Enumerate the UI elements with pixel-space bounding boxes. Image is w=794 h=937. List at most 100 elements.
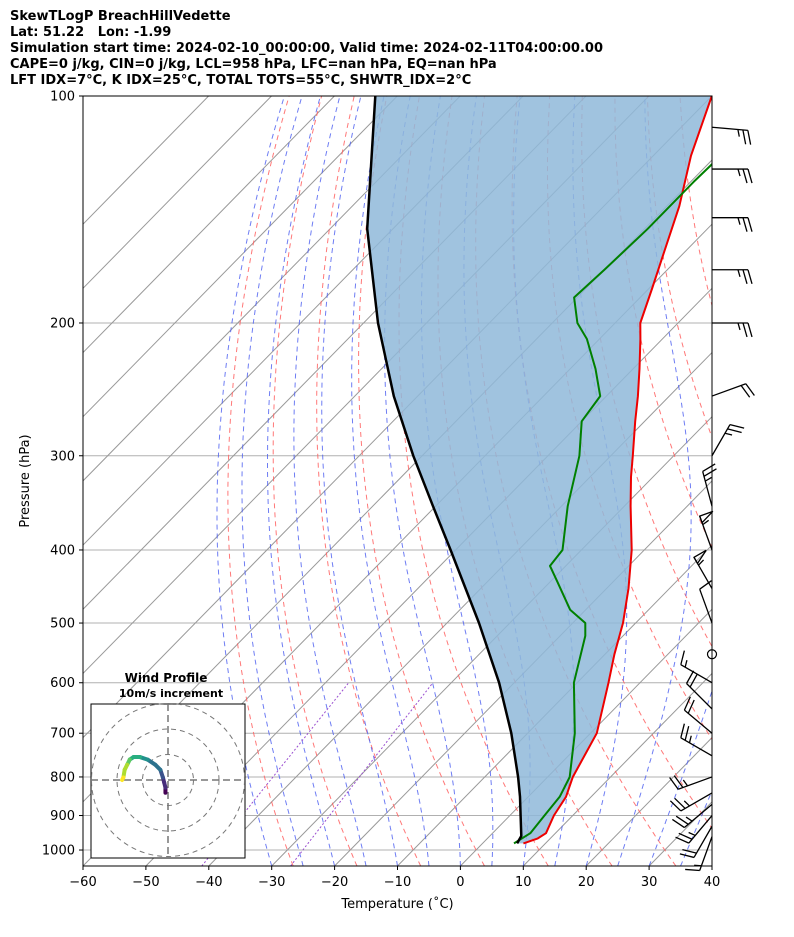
x-tick-label: 0: [456, 875, 464, 890]
moist-adiabat: [321, 96, 398, 866]
wind-barb-half-feather: [685, 816, 693, 822]
y-tick-label: 100: [50, 90, 75, 105]
wind-barb-half-feather: [737, 269, 741, 277]
wind-barb: [693, 549, 713, 589]
x-tick-label: −40: [195, 875, 222, 890]
wind-barb-staff: [688, 815, 713, 844]
wind-barb-feather: [684, 726, 690, 741]
y-tick-label: 800: [50, 770, 75, 785]
wind-barb-half-feather: [683, 800, 690, 807]
wind-barb-calm: [706, 649, 718, 660]
wind-barb-staff: [711, 126, 748, 131]
hodograph-title: Wind Profile: [125, 671, 208, 685]
wind-barb-feather: [680, 723, 685, 738]
mixing-ratio-line: [201, 682, 350, 866]
wind-barb-feather: [673, 775, 684, 788]
moist-adiabat: [572, 96, 628, 866]
wind-barb-half-feather: [688, 735, 692, 743]
wind-barb-feather: [682, 848, 697, 854]
wind-barb-half-feather: [737, 129, 740, 137]
dry-adiabat: [227, 96, 294, 866]
wind-barb: [702, 463, 717, 507]
cin-shaded-area: [367, 96, 712, 844]
moist-adiabat: [293, 96, 367, 866]
x-tick-label: 30: [641, 875, 658, 890]
isotherm: [522, 672, 712, 866]
wind-barb-flag: [698, 510, 714, 524]
wind-barb-staff: [702, 471, 713, 507]
wind-barb-flag: [693, 549, 707, 565]
dry-adiabat: [511, 96, 712, 830]
wind-barb-feather: [685, 670, 695, 684]
wind-barb-half-feather: [737, 217, 741, 225]
moist-adiabat: [267, 96, 336, 866]
header-line-1: SkewTLogP BreachHillVedette: [10, 9, 231, 24]
wind-barb: [711, 126, 752, 145]
x-tick-label: −60: [69, 875, 96, 890]
wind-barb-half-feather: [682, 779, 689, 787]
wind-barb-feather: [742, 129, 747, 145]
wind-barb-feather: [745, 383, 755, 396]
wind-barb: [699, 580, 713, 624]
wind-barb-feather: [675, 815, 689, 825]
dry-adiabat: [646, 96, 712, 439]
wind-barb-staff: [680, 737, 713, 757]
wind-barb: [698, 510, 714, 551]
wind-barb-feather: [727, 428, 742, 434]
y-tick-label: 1000: [42, 844, 75, 859]
wind-barb: [680, 650, 713, 684]
wind-barb-staff: [693, 825, 713, 858]
wind-barb-feather: [680, 650, 685, 665]
wind-barb-half-feather: [688, 831, 696, 837]
wind-barb-staff: [686, 683, 713, 710]
wind-barb-feather: [678, 832, 693, 840]
wind-barb: [683, 696, 713, 734]
y-tick-label: 900: [50, 809, 75, 824]
wind-barb-staff: [711, 424, 731, 457]
x-axis-label: Temperature (˚C): [340, 896, 453, 912]
wind-barb-feather: [742, 269, 748, 284]
wind-barb: [711, 383, 755, 398]
wind-barb: [671, 803, 713, 829]
wind-barb-half-feather: [702, 519, 710, 526]
dry-adiabat: [358, 96, 485, 866]
wind-barb-half-feather: [694, 864, 702, 867]
dry-adiabat: [272, 96, 358, 866]
wind-barb-feather: [683, 696, 691, 711]
moist-adiabat: [351, 96, 430, 866]
wind-barb-feather: [674, 797, 686, 809]
parcel-profile: [365, 96, 523, 845]
wind-barb: [685, 670, 713, 710]
dry-adiabat: [547, 96, 712, 741]
moist-adiabat: [680, 789, 712, 866]
wind-barb-half-feather: [724, 432, 733, 436]
wind-barb: [675, 815, 713, 844]
moist-adiabat: [648, 689, 712, 866]
wind-barb-staff: [680, 664, 713, 684]
isotherm: [83, 96, 335, 354]
moist-adiabat: [617, 96, 692, 866]
wind-barb-staff: [684, 709, 713, 734]
isotherm: [271, 415, 712, 866]
dry-adiabat: [713, 96, 794, 866]
wind-barb-feather: [747, 217, 753, 232]
dry-adiabat: [679, 96, 712, 308]
y-tick-label: 600: [50, 676, 75, 691]
x-tick-label: 10: [515, 875, 532, 890]
moist-adiabat: [711, 864, 712, 866]
wind-barb: [712, 322, 753, 338]
moist-adiabat: [384, 96, 461, 866]
wind-barb: [669, 792, 713, 812]
wind-barb: [712, 269, 753, 284]
x-tick-label: −50: [132, 875, 159, 890]
wind-barb-half-feather: [737, 322, 741, 331]
wind-barb-staff: [699, 836, 713, 871]
isotherm: [83, 96, 461, 482]
wind-barb-staff: [711, 383, 747, 397]
wind-barb-feather: [729, 423, 745, 429]
header-line-5: LFT IDX=7°C, K IDX=25°C, TOTAL TOTS=55°C…: [10, 73, 472, 88]
wind-barb-feather: [703, 468, 717, 477]
isotherm: [711, 865, 712, 866]
y-tick-label: 500: [50, 617, 75, 632]
